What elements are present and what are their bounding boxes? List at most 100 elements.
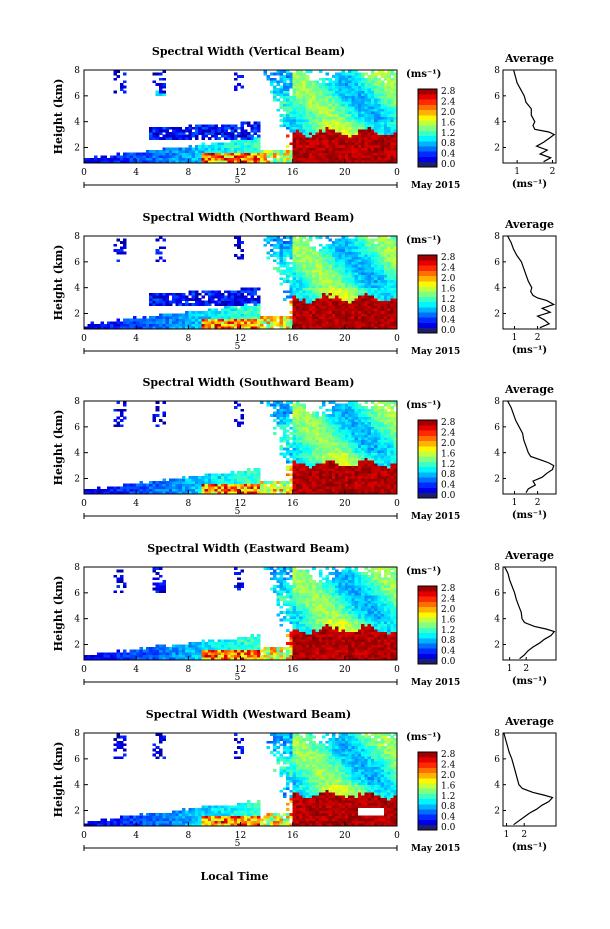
heatmap-cell: [383, 236, 388, 239]
heatmap-cell: [354, 429, 359, 433]
heatmap-cell: [269, 82, 274, 86]
heatmap-cells: [84, 236, 398, 330]
heatmap-cell: [260, 318, 264, 322]
heatmap-cell: [266, 77, 271, 81]
heatmap-cell: [292, 106, 297, 110]
heatmap-cell: [269, 236, 274, 239]
heatmap-cell: [390, 272, 395, 276]
heatmap-cell: [367, 261, 372, 265]
heatmap-cell: [243, 295, 248, 299]
heatmap-cell: [175, 478, 179, 482]
heatmap-cell: [282, 416, 287, 420]
heatmap-cell: [260, 483, 264, 487]
heatmap-cell: [253, 475, 258, 479]
heatmap-cell: [322, 155, 326, 159]
heatmap-cell: [227, 478, 232, 482]
heatmap-cell: [361, 313, 365, 317]
heatmap-cell: [302, 77, 307, 81]
heatmap-cell: [390, 113, 395, 117]
heatmap-cell: [211, 491, 215, 495]
heatmap-cell: [367, 147, 372, 151]
heatmap-cell: [214, 326, 218, 330]
heatmap-cell: [338, 481, 342, 484]
heatmap-cell: [322, 491, 326, 495]
heatmap-cell: [377, 121, 381, 125]
heatmap-cell: [276, 98, 280, 102]
heatmap-cell: [322, 300, 326, 304]
heatmap-cell: [367, 300, 372, 304]
heatmap-cell: [331, 473, 336, 477]
heatmap-cell: [292, 256, 297, 260]
heatmap-cell: [367, 279, 372, 283]
heatmap-cell: [383, 119, 388, 122]
heatmap-cell: [318, 290, 323, 294]
heatmap-cell: [383, 277, 388, 281]
heatmap-cell: [224, 150, 228, 153]
heatmap-cell: [374, 77, 378, 81]
heatmap-cell: [302, 421, 307, 425]
heatmap-cell: [181, 491, 186, 495]
heatmap-cell: [282, 246, 287, 250]
heatmap-cell: [240, 308, 245, 312]
heatmap-cell: [387, 95, 391, 99]
heatmap-cell: [351, 274, 355, 278]
heatmap-cell: [247, 300, 251, 304]
heatmap-cell: [393, 155, 398, 159]
heatmap-cell: [357, 279, 362, 283]
heatmap-cell: [335, 248, 339, 252]
heatmap-cell: [390, 236, 395, 239]
heatmap-cell: [364, 437, 368, 441]
heatmap-cell: [240, 241, 245, 245]
heatmap-cell: [217, 486, 222, 490]
heatmap-cell: [364, 157, 368, 161]
heatmap-cell: [299, 126, 303, 130]
heatmap-cell: [312, 457, 316, 461]
heatmap-cell: [250, 308, 254, 312]
heatmap-cell: [295, 108, 300, 112]
heatmap-cell: [224, 160, 228, 164]
heatmap-cell: [351, 447, 355, 451]
heatmap-cell: [299, 98, 303, 102]
heatmap-cell: [374, 124, 378, 128]
heatmap-cell: [282, 236, 287, 239]
heatmap-cell: [341, 132, 346, 135]
heatmap-cell: [354, 90, 359, 94]
heatmap-cell: [325, 269, 329, 273]
heatmap-cell: [305, 455, 310, 459]
heatmap-cell: [279, 241, 284, 245]
heatmap-cell: [308, 259, 313, 263]
heatmap-cell: [315, 308, 320, 312]
heatmap-cell: [103, 155, 108, 159]
heatmap-cell: [289, 450, 293, 453]
heatmap-cell: [172, 150, 176, 153]
heatmap-cell: [286, 90, 290, 94]
heatmap-cell: [322, 124, 326, 128]
heatmap-cell: [220, 295, 225, 299]
heatmap-cell: [123, 90, 127, 94]
heatmap-cell: [211, 318, 215, 322]
heatmap-cell: [172, 137, 176, 141]
heatmap-cell: [357, 113, 362, 117]
heatmap-cell: [361, 157, 365, 161]
heatmap-cell: [240, 129, 245, 133]
heatmap-cell: [214, 152, 218, 156]
heatmap-cell: [299, 478, 303, 482]
heatmap-cell: [370, 121, 375, 125]
heatmap-cell: [383, 144, 388, 148]
heatmap-cell: [315, 142, 320, 146]
colorbar-segment: [418, 151, 437, 157]
heatmap-cell: [357, 426, 362, 430]
heatmap-cell: [367, 103, 372, 107]
heatmap-cell: [282, 486, 287, 490]
heatmap-cell: [344, 408, 349, 412]
heatmap-cell: [302, 434, 307, 438]
heatmap-cell: [322, 77, 326, 81]
heatmap-cell: [331, 486, 336, 490]
heatmap-cell: [357, 478, 362, 482]
heatmap-cell: [276, 413, 280, 417]
heatmap-cell: [387, 132, 391, 135]
heatmap-cell: [279, 259, 284, 263]
heatmap-cell: [299, 303, 303, 307]
heatmap-cell: [390, 157, 395, 161]
heatmap-cell: [233, 483, 238, 487]
